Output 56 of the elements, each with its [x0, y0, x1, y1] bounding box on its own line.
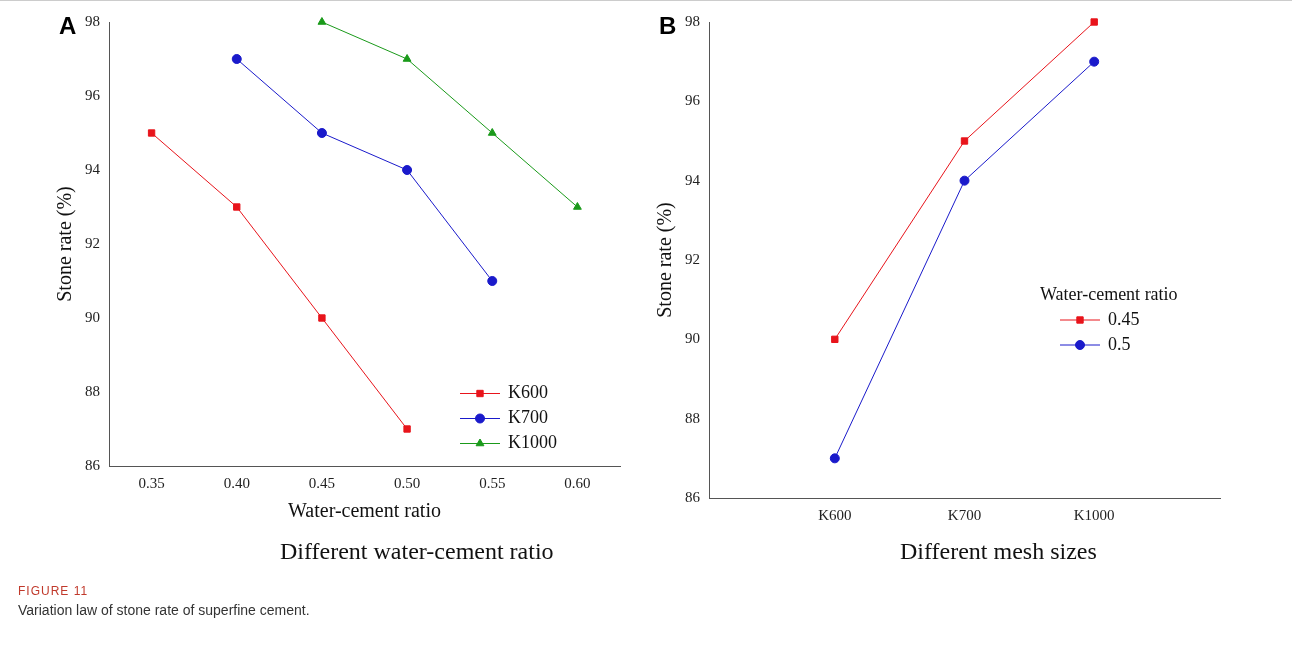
point	[316, 128, 327, 138]
point	[1090, 18, 1098, 26]
legend-label: K600	[508, 382, 548, 403]
point	[402, 54, 412, 62]
y-tick-label: 98	[685, 12, 700, 29]
y-tick-label: 96	[85, 86, 101, 103]
point	[402, 165, 413, 175]
y-tick-label: 92	[85, 234, 100, 251]
y-tick-label: 90	[685, 330, 700, 347]
x-tick-label: 0.50	[393, 474, 421, 491]
text: Different mesh sizes	[900, 538, 1097, 565]
x-axis-title: Water-cement ratio	[288, 499, 441, 522]
point	[317, 17, 327, 25]
x-tick-label: 0.35	[138, 474, 165, 491]
caption: FIGURE 11	[18, 584, 90, 598]
x-tick-label: 0.60	[564, 474, 591, 491]
point	[487, 276, 498, 286]
point	[1089, 56, 1100, 67]
y-tick-label: 88	[85, 382, 100, 399]
x-tick-label: K600	[818, 506, 852, 523]
x-tick-label: 0.40	[223, 474, 250, 491]
x-tick-label: K700	[947, 506, 982, 523]
y-tick-label: 86	[85, 456, 101, 473]
point	[573, 202, 582, 210]
legend-label: 0.45	[1108, 308, 1140, 329]
legend-label: K700	[508, 407, 548, 428]
y-tick-label: 86	[685, 488, 701, 505]
legend-label: K1000	[508, 432, 557, 453]
legend-title: Water-cement ratio	[1040, 283, 1178, 304]
y-axis-title: Stone rate (%)	[653, 202, 677, 318]
point	[960, 137, 969, 145]
y-tick-label: 94	[85, 160, 101, 177]
y-tick-label: 88	[685, 409, 700, 426]
point	[403, 425, 411, 433]
point	[147, 129, 156, 137]
x-tick-label: 0.55	[479, 474, 506, 491]
x-tick-label: 0.45	[308, 474, 336, 491]
x-tick-label: K1000	[1073, 506, 1115, 523]
point	[959, 175, 970, 186]
chart-title: B	[659, 11, 677, 39]
y-tick-label: 96	[685, 92, 701, 109]
y-tick-label: 92	[685, 250, 700, 267]
point	[318, 314, 326, 322]
point	[231, 54, 242, 64]
point	[829, 453, 840, 464]
y-tick-label: 90	[85, 308, 100, 325]
point	[233, 203, 241, 211]
text: Different water-cement ratio	[280, 538, 554, 565]
y-axis-title: Stone rate (%)	[53, 186, 77, 302]
point	[487, 128, 497, 136]
point	[831, 335, 839, 344]
text: Variation law of stone rate of superfine cement.	[18, 602, 310, 618]
y-tick-label: 94	[685, 171, 701, 188]
legend-label: 0.5	[1108, 333, 1131, 354]
y-tick-label: 98	[85, 12, 100, 29]
chart-title: A	[59, 11, 77, 39]
